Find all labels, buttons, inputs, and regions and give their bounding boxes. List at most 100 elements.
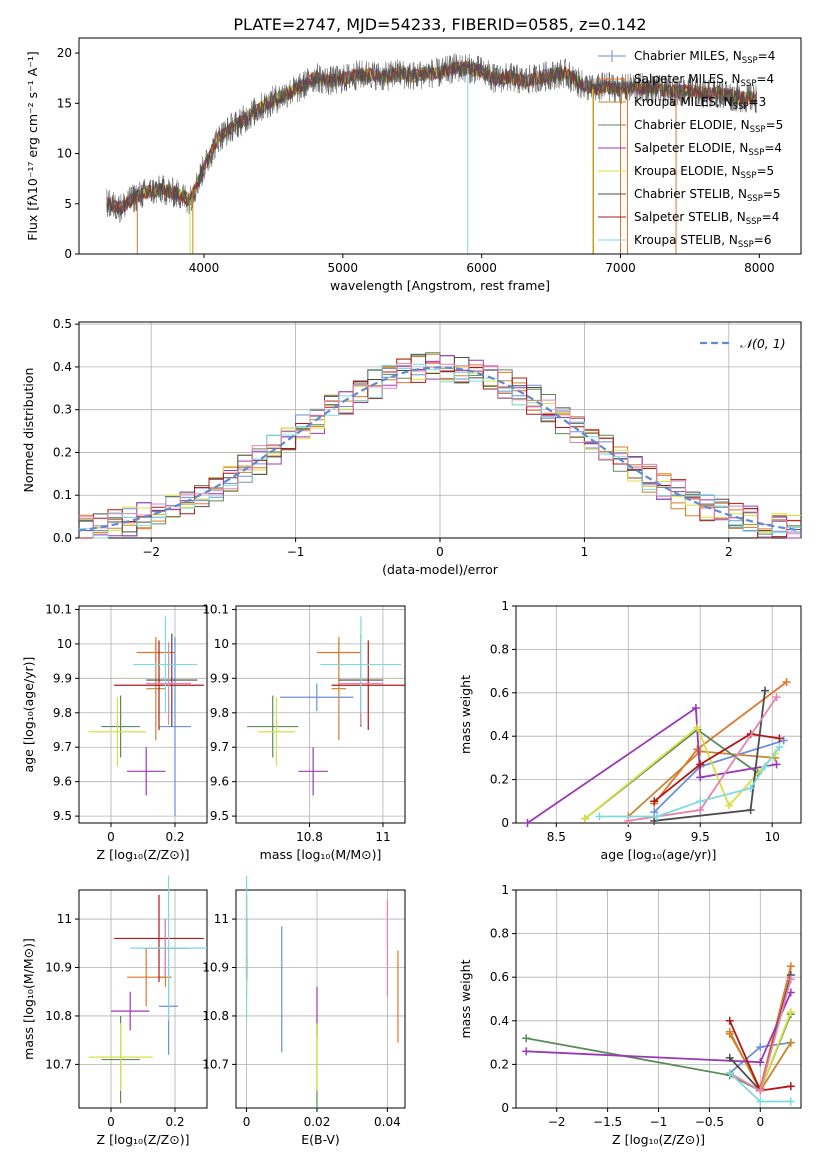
weight-series-marker xyxy=(746,784,755,793)
legend-label: Kroupa STELIB, NSSP=6 xyxy=(634,233,772,250)
reference-gaussian-line xyxy=(78,366,802,532)
weight-series-marker xyxy=(746,805,755,814)
y-tick-label: 11 xyxy=(57,912,72,926)
weight-series-marker xyxy=(696,760,705,769)
weight-series-marker xyxy=(772,760,781,769)
axes-frame xyxy=(78,605,208,824)
weight-series-line xyxy=(599,746,781,818)
legend-label-subscript: SSP xyxy=(742,56,758,66)
age-vs-mass-panel: 10.8 11 9.5 9.6 9.7 9.8 9.9 10 10.1 mass [log₁₀(M… xyxy=(202,602,406,862)
y-tick-label: 0.6 xyxy=(490,970,509,984)
legend-label-subscript: SSP xyxy=(747,194,763,204)
x-axis-label: Z [log₁₀(Z/Z⊙)] xyxy=(97,847,190,862)
x-tick-label: 0 xyxy=(436,545,444,559)
weight-series-marker xyxy=(725,1053,734,1062)
y-tick-label: 0 xyxy=(64,247,72,261)
weight-series-marker xyxy=(772,693,781,702)
x-tick-label: −1.5 xyxy=(593,1115,622,1129)
weight-series-marker xyxy=(756,1042,765,1051)
weight-series-marker xyxy=(696,773,705,782)
legend-label: Chabrier MILES, NSSP=4 xyxy=(634,49,775,66)
y-tick-label: 10.9 xyxy=(202,961,229,975)
weight-series-marker xyxy=(522,1047,531,1056)
age-vs-metallicity-panel: 0 0.2 9.5 9.6 9.7 9.8 9.9 10 10.1 Z [log₁₀(Z/Z⊙)]… xyxy=(21,602,208,862)
y-tick-label: 9.7 xyxy=(53,740,72,754)
weight-series-marker xyxy=(756,1086,765,1095)
weight-series-marker xyxy=(650,797,659,806)
x-axis-label: wavelength [Angstrom, rest frame] xyxy=(330,278,550,293)
legend-label: Salpeter ELODIE, NSSP=4 xyxy=(634,141,782,158)
x-tick-label: 0 xyxy=(107,830,115,844)
spectrum-series-line xyxy=(106,53,757,223)
legend-label-suffix: =4 xyxy=(762,210,780,224)
legend-label: Salpeter STELIB, NSSP=4 xyxy=(634,210,779,227)
y-tick-label: 0.0 xyxy=(53,531,72,545)
x-tick-label: −2 xyxy=(142,545,160,559)
y-tick-label: 0.2 xyxy=(490,773,509,787)
figure-title: PLATE=2747, MJD=54233, FIBERID=0585, z=0… xyxy=(233,15,646,34)
x-tick-label: 0 xyxy=(107,1115,115,1129)
x-tick-label: 5000 xyxy=(328,261,359,275)
spectrum-panel: 4000 5000 6000 7000 8000 0 5 10 15 20 wavelength [… xyxy=(25,37,802,293)
legend-label: Chabrier STELIB, NSSP=5 xyxy=(634,187,781,204)
weight-series-marker xyxy=(624,816,633,825)
y-tick-label: 1 xyxy=(501,599,509,613)
legend-label-subscript: SSP xyxy=(741,171,757,181)
legend-label: Salpeter MILES, NSSP=4 xyxy=(634,72,774,89)
weight-series-marker xyxy=(786,1008,795,1017)
y-axis-label: mass weight xyxy=(458,675,473,754)
residual-histogram-panel: −2 −1 0 1 2 0.0 0.1 0.2 0.3 0.4 0.5 (data-model)/er… xyxy=(21,317,802,577)
x-axis-label: (data-model)/error xyxy=(382,562,499,577)
x-axis-label: Z [log₁₀(Z/Z⊙)] xyxy=(97,1132,190,1147)
legend-label-subscript: SSP xyxy=(748,148,764,158)
y-tick-label: 9.8 xyxy=(210,706,229,720)
legend-label: Kroupa ELODIE, NSSP=5 xyxy=(634,164,774,181)
legend-label-suffix: =4 xyxy=(764,141,782,155)
y-tick-label: 10.1 xyxy=(45,602,72,616)
x-axis-label: age [log₁₀(age/yr)] xyxy=(601,847,717,862)
y-axis-label: age [log₁₀(age/yr)] xyxy=(21,657,36,773)
y-tick-label: 9.9 xyxy=(210,671,229,685)
x-tick-label: −1 xyxy=(287,545,305,559)
weight-series-marker xyxy=(782,677,791,686)
weight-vs-metallicity-panel: −2 −1.5 −1 −0.5 0 0 0.2 0.4 0.6 0.8 1 Z [log₁₀(Z/Z⊙… xyxy=(458,883,802,1147)
y-axis-label: Flux [fλ10⁻¹⁷ erg cm⁻² s⁻¹ A⁻¹] xyxy=(25,51,40,240)
legend-label-subscript: SSP xyxy=(738,240,754,250)
y-tick-label: 0.4 xyxy=(53,360,72,374)
legend-label-suffix: =5 xyxy=(763,187,781,201)
y-tick-label: 9.9 xyxy=(53,671,72,685)
y-tick-label: 1 xyxy=(501,883,509,897)
x-tick-label: 2 xyxy=(725,545,733,559)
weight-series-marker xyxy=(725,1027,734,1036)
y-tick-label: 0.2 xyxy=(490,1057,509,1071)
mass-vs-ebv-panel: 0 0.02 0.04 10.7 10.8 10.9 11 E(B-V) xyxy=(202,875,406,1147)
legend-label-subscript: SSP xyxy=(746,217,762,227)
x-tick-label: −1 xyxy=(650,1115,668,1129)
y-tick-label: 0.8 xyxy=(490,927,509,941)
x-tick-label: 0.02 xyxy=(304,1115,331,1129)
x-tick-label: 9 xyxy=(624,830,632,844)
weight-series-marker xyxy=(786,962,795,971)
y-tick-label: 9.5 xyxy=(210,809,229,823)
weight-series-marker xyxy=(761,686,770,695)
weight-series-line xyxy=(653,733,780,803)
weight-series-marker xyxy=(775,743,784,752)
axes-frame xyxy=(515,889,802,1109)
y-tick-label: 0.4 xyxy=(490,1014,509,1028)
y-axis-label: Normed distribution xyxy=(21,368,36,493)
axes-frame xyxy=(235,889,406,1109)
weight-series-marker xyxy=(786,1082,795,1091)
x-axis-label: Z [log₁₀(Z/Z⊙)] xyxy=(612,1132,705,1147)
weight-series-marker xyxy=(775,734,784,743)
y-tick-label: 0.8 xyxy=(490,642,509,656)
y-tick-label: 10.9 xyxy=(45,961,72,975)
x-tick-label: 0 xyxy=(756,1115,764,1129)
y-tick-label: 9.6 xyxy=(53,775,72,789)
y-tick-label: 9.8 xyxy=(53,706,72,720)
weight-series-marker xyxy=(786,988,795,997)
weight-series-marker xyxy=(581,814,590,823)
weight-series-marker xyxy=(650,816,659,825)
legend-label-suffix: =5 xyxy=(756,164,774,178)
histogram-series-step xyxy=(79,362,801,535)
weight-series-marker xyxy=(691,703,700,712)
